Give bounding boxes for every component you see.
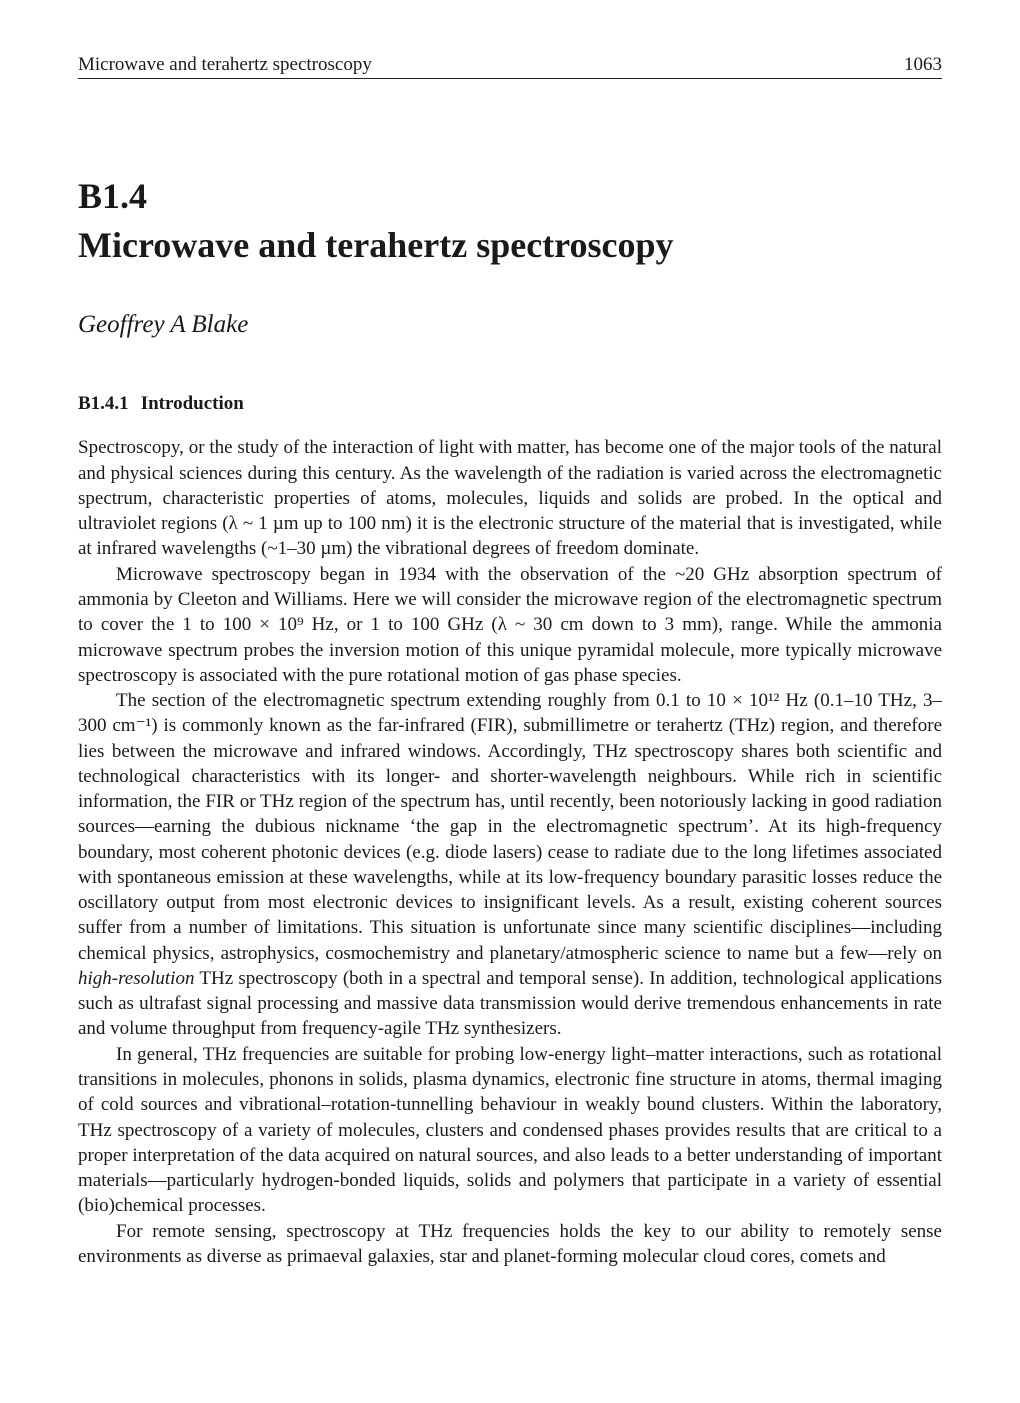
page-number: 1063: [904, 54, 942, 76]
chapter-number: B1.4: [78, 175, 942, 218]
section-title: Introduction: [141, 393, 244, 414]
page: Microwave and terahertz spectroscopy 106…: [0, 0, 1020, 1403]
paragraph-5: For remote sensing, spectroscopy at THz …: [78, 1219, 942, 1270]
paragraph-2: Microwave spectroscopy began in 1934 wit…: [78, 562, 942, 688]
paragraph-3-emph: high-resolution: [78, 968, 194, 989]
paragraph-3b: THz spectroscopy (both in a spectral and…: [78, 968, 942, 1040]
author-line: Geoffrey A Blake: [78, 311, 942, 339]
paragraph-3a: The section of the electromagnetic spect…: [78, 690, 942, 964]
chapter-title: Microwave and terahertz spectroscopy: [78, 224, 942, 267]
paragraph-4: In general, THz frequencies are suitable…: [78, 1042, 942, 1219]
body-text: Spectroscopy, or the study of the intera…: [78, 435, 942, 1269]
running-head: Microwave and terahertz spectroscopy 106…: [78, 54, 942, 79]
paragraph-1: Spectroscopy, or the study of the intera…: [78, 435, 942, 561]
paragraph-3: The section of the electromagnetic spect…: [78, 688, 942, 1042]
section-heading: B1.4.1 Introduction: [78, 393, 942, 415]
running-title: Microwave and terahertz spectroscopy: [78, 54, 372, 76]
section-number: B1.4.1: [78, 393, 129, 414]
